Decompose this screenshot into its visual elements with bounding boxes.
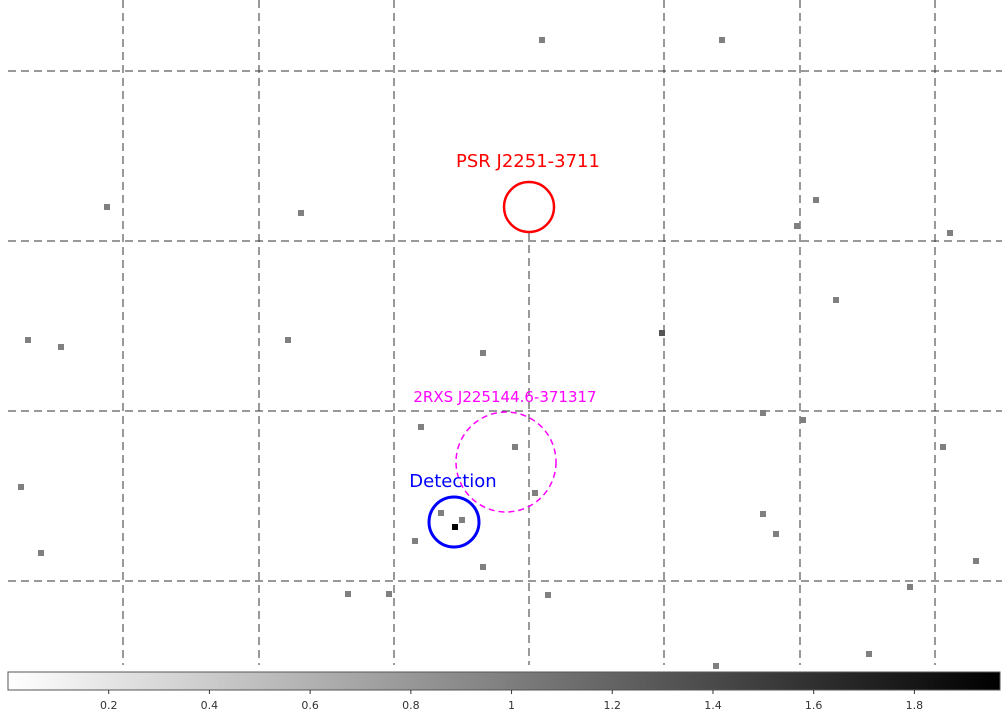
colorbar-ticks: 0.2 0.4 0.6 0.8 1 1.2 1.4 1.6 1.8	[100, 690, 923, 712]
colorbar-tick-label: 1.4	[704, 699, 722, 712]
pixel	[973, 558, 979, 564]
pixel	[452, 524, 458, 530]
pixel	[773, 531, 779, 537]
source-regions: PSR J2251-3711 2RXS J225144.6-371317 Det…	[409, 151, 600, 549]
pixel	[760, 410, 766, 416]
pulsar-label: PSR J2251-3711	[456, 151, 600, 172]
colorbar-tick-label: 0.4	[201, 699, 219, 712]
photon-pixels	[18, 37, 979, 669]
pixel	[418, 424, 424, 430]
colorbar-tick-label: 0.8	[402, 699, 420, 712]
pixel	[532, 490, 538, 496]
rosat-label: 2RXS J225144.6-371317	[413, 388, 596, 406]
pixel	[18, 484, 24, 490]
pixel	[386, 591, 392, 597]
rosat-region	[455, 411, 557, 513]
pixel	[298, 210, 304, 216]
pixel	[907, 584, 913, 590]
pixel	[940, 444, 946, 450]
pixel	[480, 350, 486, 356]
pixel	[545, 592, 551, 598]
pixel	[285, 337, 291, 343]
pixel	[719, 37, 725, 43]
pixel	[833, 297, 839, 303]
detection-label: Detection	[409, 471, 496, 492]
pixel	[459, 517, 465, 523]
colorbar	[7, 671, 1001, 691]
pixel	[760, 511, 766, 517]
pixel	[438, 510, 444, 516]
pixel	[713, 663, 719, 669]
pixel	[480, 564, 486, 570]
pixel	[800, 417, 806, 423]
pixel	[866, 651, 872, 657]
pulsar-region	[502, 180, 556, 234]
colorbar-tick-label: 1.8	[906, 699, 924, 712]
colorbar-tick-label: 1.6	[805, 699, 823, 712]
colorbar-tick-label: 0.6	[301, 699, 319, 712]
pixel	[38, 550, 44, 556]
pixel	[659, 330, 665, 336]
pixel	[539, 37, 545, 43]
colorbar-tick-label: 1	[508, 699, 515, 712]
pixel	[794, 223, 800, 229]
pixel	[58, 344, 64, 350]
pixel	[104, 204, 110, 210]
pixel	[947, 230, 953, 236]
colorbar-tick-label: 1.2	[604, 699, 622, 712]
pixel	[813, 197, 819, 203]
colorbar-tick-label: 0.2	[100, 699, 118, 712]
pixel	[345, 591, 351, 597]
coordinate-grid	[8, 0, 1002, 665]
detection-region	[427, 495, 481, 549]
pixel	[412, 538, 418, 544]
pixel	[25, 337, 31, 343]
pixel	[512, 444, 518, 450]
